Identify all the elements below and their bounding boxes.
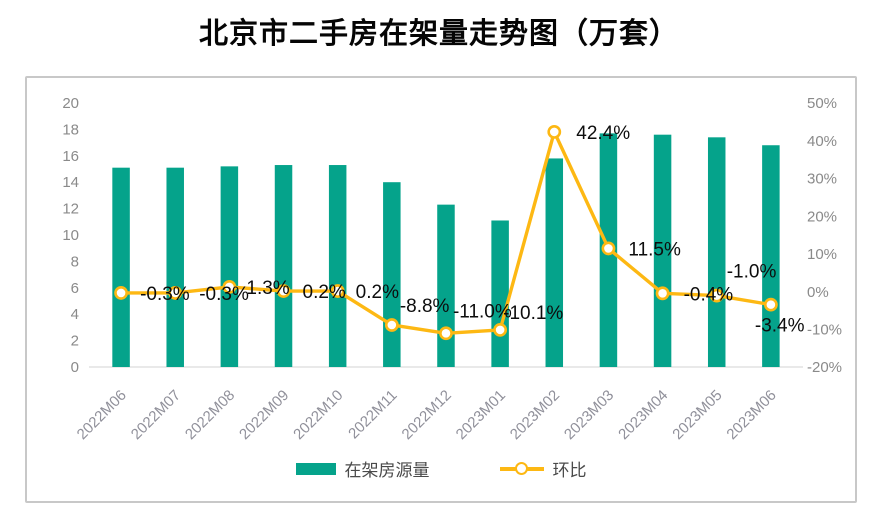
data-label: -0.3% bbox=[140, 284, 190, 305]
data-label: -11.0% bbox=[453, 301, 512, 322]
left-axis-tick: 6 bbox=[71, 280, 79, 297]
right-axis-tick: -20% bbox=[807, 359, 842, 376]
bar[interactable] bbox=[274, 165, 293, 367]
line-marker[interactable] bbox=[276, 284, 291, 298]
data-label: 0.2% bbox=[356, 282, 399, 303]
data-label: 1.3% bbox=[246, 278, 289, 299]
left-axis-tick: 12 bbox=[62, 201, 79, 218]
bar-series-swatch bbox=[295, 462, 336, 475]
line-marker[interactable] bbox=[439, 326, 453, 341]
x-axis-label: 2023M04 bbox=[615, 387, 671, 443]
x-axis-label: 2022M08 bbox=[182, 387, 238, 443]
right-axis-tick: 0% bbox=[807, 284, 829, 301]
x-axis-label: 2022M07 bbox=[128, 387, 184, 443]
left-axis-tick: 10 bbox=[62, 227, 79, 244]
line-marker[interactable] bbox=[222, 279, 237, 294]
right-axis-tick: 30% bbox=[807, 171, 837, 188]
x-axis-label: 2023M01 bbox=[453, 387, 509, 443]
line-marker[interactable] bbox=[655, 286, 670, 301]
right-axis-tick: 10% bbox=[807, 246, 837, 263]
bar[interactable] bbox=[762, 145, 780, 367]
line-marker[interactable] bbox=[709, 288, 724, 303]
right-axis-tick: -10% bbox=[807, 322, 842, 339]
bar[interactable] bbox=[707, 137, 726, 367]
right-axis-tick: 20% bbox=[807, 208, 837, 225]
bar[interactable] bbox=[166, 167, 184, 367]
legend-item-line[interactable]: 环比 bbox=[499, 456, 587, 481]
bar[interactable] bbox=[545, 158, 564, 367]
page-title: 北京市二手房在架量走势图（万套） bbox=[198, 18, 679, 50]
bar-line-chart: 2018161412108642050%40%30%20%10%0%-10%-2… bbox=[62, 95, 842, 443]
left-axis-tick: 14 bbox=[62, 174, 79, 191]
legend-label-line: 环比 bbox=[552, 461, 587, 480]
chart-legend: 在架房源量 环比 bbox=[27, 456, 855, 481]
line-marker[interactable] bbox=[601, 241, 616, 256]
line-marker[interactable] bbox=[547, 124, 562, 139]
legend-label-bars: 在架房源量 bbox=[344, 461, 430, 480]
line-swatch-marker-icon bbox=[515, 462, 528, 475]
line-marker[interactable] bbox=[330, 284, 345, 298]
legend-item-bars[interactable]: 在架房源量 bbox=[295, 456, 430, 481]
right-axis-tick: 40% bbox=[807, 133, 837, 150]
bar[interactable] bbox=[220, 166, 239, 367]
data-label: 42.4% bbox=[576, 123, 630, 144]
bar[interactable] bbox=[328, 165, 347, 367]
left-axis-tick: 16 bbox=[62, 148, 79, 165]
x-axis-label: 2022M12 bbox=[399, 387, 455, 443]
line-marker[interactable] bbox=[384, 318, 399, 332]
data-label: -0.3% bbox=[199, 284, 249, 305]
x-axis-label: 2022M09 bbox=[236, 387, 292, 443]
bar[interactable] bbox=[491, 220, 509, 367]
left-axis-tick: 20 bbox=[62, 95, 79, 112]
bar[interactable] bbox=[653, 134, 672, 367]
line-series-swatch bbox=[499, 462, 544, 476]
data-label: -8.8% bbox=[400, 296, 450, 317]
left-axis-tick: 2 bbox=[71, 333, 79, 350]
right-axis-tick: 50% bbox=[807, 95, 837, 112]
line-marker[interactable] bbox=[493, 322, 508, 337]
bar[interactable] bbox=[383, 182, 401, 367]
line-marker[interactable] bbox=[114, 286, 128, 300]
data-label: -1.0% bbox=[727, 262, 777, 283]
chart-container: 20 18 16 14 12 10 8 6 4 2 0 50% 40% 30% 20% 10% 0% -10% -2… bbox=[25, 76, 857, 503]
left-axis-tick: 18 bbox=[62, 121, 79, 138]
data-label: -10.1% bbox=[503, 303, 563, 324]
data-label: -0.4% bbox=[684, 284, 734, 305]
line-marker[interactable] bbox=[168, 286, 183, 300]
x-axis-label: 2023M03 bbox=[561, 387, 617, 443]
x-axis-label: 2023M02 bbox=[507, 387, 563, 443]
bar[interactable] bbox=[437, 204, 455, 367]
data-label: -3.4% bbox=[755, 316, 805, 337]
left-axis-tick: 8 bbox=[71, 253, 79, 270]
bar[interactable] bbox=[112, 167, 130, 367]
line-marker[interactable] bbox=[763, 297, 778, 312]
left-axis-tick: 4 bbox=[71, 306, 79, 323]
data-label: 0.2% bbox=[303, 282, 346, 303]
x-axis-label: 2022M06 bbox=[74, 387, 130, 443]
x-axis-label: 2023M06 bbox=[723, 387, 779, 443]
left-axis-tick: 0 bbox=[71, 359, 79, 376]
x-axis-label: 2022M10 bbox=[290, 387, 346, 443]
x-axis-label: 2023M05 bbox=[669, 387, 725, 443]
x-axis-label: 2022M11 bbox=[345, 387, 400, 442]
data-label: 11.5% bbox=[628, 239, 681, 260]
